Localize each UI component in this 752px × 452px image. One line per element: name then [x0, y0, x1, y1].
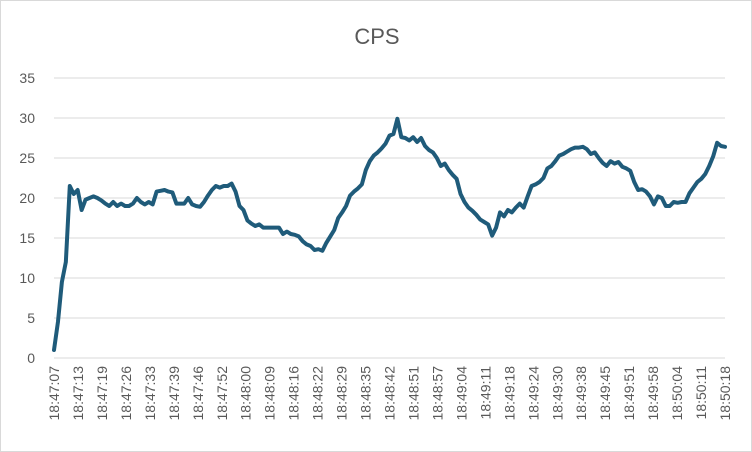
x-tick-label: 18:48:51	[405, 366, 421, 421]
x-tick-label: 18:48:22	[310, 366, 326, 421]
x-tick-label: 18:50:11	[693, 366, 709, 420]
y-tick-label: 0	[27, 350, 35, 366]
y-tick-label: 35	[19, 70, 35, 86]
x-tick-label: 18:48:42	[382, 366, 398, 421]
x-axis-ticks: 18:47:07 18:47:13 18:47:19 18:47:26 18:47:33…	[46, 366, 733, 421]
chart-title: CPS	[354, 24, 399, 49]
y-tick-label: 5	[27, 310, 35, 326]
y-tick-label: 30	[19, 110, 35, 126]
y-tick-label: 20	[19, 190, 35, 206]
x-tick-label: 18:49:51	[621, 366, 637, 421]
x-tick-label: 18:48:00	[238, 366, 254, 421]
x-tick-label: 18:47:39	[166, 366, 182, 421]
x-tick-label: 18:47:33	[142, 366, 158, 421]
gridlines	[54, 77, 725, 319]
x-tick-label: 18:47:07	[46, 366, 62, 421]
x-tick-label: 18:48:29	[334, 366, 350, 421]
y-tick-label: 25	[19, 150, 35, 166]
x-tick-label: 18:50:04	[669, 366, 685, 421]
x-tick-label: 18:49:11	[477, 366, 493, 420]
x-tick-label: 18:49:04	[453, 366, 469, 421]
x-tick-label: 18:47:13	[70, 366, 86, 421]
x-tick-label: 18:48:16	[286, 366, 302, 421]
x-tick-label: 18:49:30	[549, 366, 565, 421]
x-tick-label: 18:49:24	[525, 366, 541, 421]
x-tick-label: 18:47:19	[94, 366, 110, 421]
x-tick-label: 18:50:18	[717, 366, 733, 421]
x-tick-label: 18:49:18	[501, 366, 517, 421]
x-tick-label: 18:48:09	[262, 366, 278, 421]
x-tick-label: 18:48:35	[358, 366, 374, 421]
x-tick-label: 18:47:26	[118, 366, 134, 421]
y-tick-label: 15	[19, 230, 35, 246]
x-tick-label: 18:48:57	[429, 366, 445, 421]
x-tick-label: 18:47:52	[214, 366, 230, 421]
x-tick-label: 18:49:38	[573, 366, 589, 421]
x-tick-label: 18:47:46	[190, 366, 206, 421]
series-line-cps	[52, 116, 727, 352]
y-tick-label: 10	[19, 270, 35, 286]
x-tick-label: 18:49:45	[597, 366, 613, 421]
x-tick-label: 18:49:58	[645, 366, 661, 421]
y-axis-ticks: 0 5 10 15 20 25 30 35	[19, 70, 35, 366]
